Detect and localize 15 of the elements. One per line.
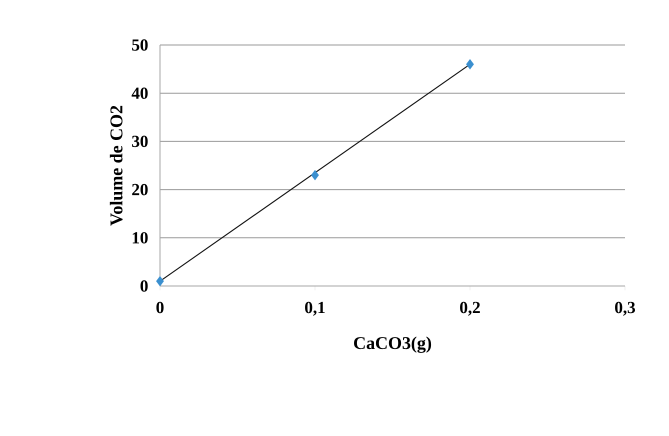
y-tick-label: 20	[132, 184, 148, 196]
y-tick-label: 30	[132, 136, 148, 148]
y-tick-label: 10	[132, 232, 148, 244]
x-axis-title: CaCO3(g)	[354, 336, 432, 353]
y-tick-label: 50	[132, 39, 148, 51]
x-tick-label: 0	[156, 302, 164, 314]
y-tick-label: 0	[140, 280, 148, 292]
point	[311, 170, 319, 180]
point	[156, 276, 164, 286]
x-tick-label: 0,2	[460, 302, 480, 316]
x-tick-label: 0,1	[305, 302, 325, 316]
x-tick-label: 0,3	[615, 302, 636, 316]
point	[466, 59, 474, 70]
y-tick-label: 40	[132, 87, 148, 99]
y-axis-title: Volume de CO2	[110, 106, 123, 226]
